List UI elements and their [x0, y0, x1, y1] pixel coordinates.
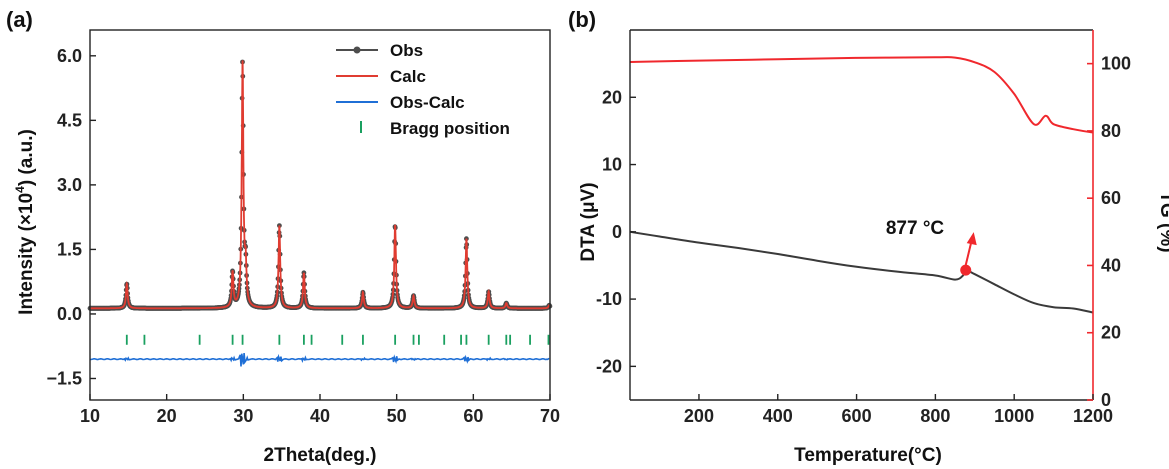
- panel-b-y-right-label: TG (%): [1156, 191, 1169, 252]
- panel-b: (b) 200 400 600 800 1000 1200-20-100102002040…: [568, 7, 1169, 466]
- panel-a-y-tick-label-3: 3.0: [57, 175, 82, 195]
- panel-b-y-left-tick-label-4: 20: [602, 87, 622, 107]
- dta-line: [629, 230, 1094, 314]
- annotation-arrow-head: [966, 232, 977, 246]
- legend-bragg-label: Bragg position: [390, 119, 510, 138]
- panel-b-x-tick-label-3: 800: [920, 406, 950, 426]
- annotation-marker: [960, 264, 972, 276]
- panel-a-x-tick-label-2: 30: [233, 406, 253, 426]
- panel-a-legend: Obs Calc Obs-Calc Bragg position: [336, 41, 510, 138]
- panel-b-x-tick-label-4: 1000: [994, 406, 1034, 426]
- panel-b-label: (b): [568, 7, 596, 32]
- panel-b-y-right-tick-label-0: 0: [1101, 390, 1111, 410]
- panel-b-y-left-tick-label-2: 0: [612, 222, 622, 242]
- panel-b-y-right-tick-label-3: 60: [1101, 188, 1121, 208]
- panel-a-x-axis-label: 2Theta(deg.): [264, 445, 377, 466]
- panel-b-y-left-tick-label-3: 10: [602, 155, 622, 175]
- panel-b-plot-area: 200 400 600 800 1000 1200-20-1001020020406080…: [596, 29, 1131, 426]
- calc-line: [90, 60, 551, 310]
- panel-a-y-tick-label-5: 6.0: [57, 46, 82, 66]
- panel-a-y-tick-label-1: 0.0: [57, 304, 82, 324]
- annotation-label: 877 °C: [886, 218, 945, 239]
- panel-a-x-tick-label-6: 70: [540, 406, 560, 426]
- panel-a-plot-area: 10 20 30 40 50 60 70 −1.5 0.0 1.5 3.0 4.5 6.0: [46, 29, 560, 426]
- legend-obs-marker: [353, 46, 361, 54]
- obs-series: [87, 59, 553, 311]
- panel-a-label: (a): [6, 7, 33, 32]
- panel-b-y-right-tick-label-2: 40: [1101, 255, 1121, 275]
- panel-a-y-label-end: ) (a.u.): [16, 129, 37, 186]
- panel-b-x-tick-label-0: 200: [684, 406, 714, 426]
- panel-b-x-tick-label-5: 1200: [1073, 406, 1113, 426]
- panel-a-frame: [89, 29, 551, 401]
- panel-a-y-tick-label-4: 4.5: [57, 110, 82, 130]
- legend-calc-label: Calc: [390, 67, 426, 86]
- panel-a-y-label-main: Intensity (×10: [16, 193, 37, 315]
- panel-a: (a) 10 20 30 40 50 60 70 −1.5 0.0 1.5 3.0 4.5 6.0 2T…: [6, 7, 560, 466]
- panel-a-x-tick-label-3: 40: [310, 406, 330, 426]
- panel-b-y-right-tick-label-5: 100: [1101, 54, 1131, 74]
- panel-b-y-right-tick-label-1: 20: [1101, 323, 1121, 343]
- panel-a-y-axis-label: Intensity (×104) (a.u.): [13, 129, 37, 315]
- tg-line: [629, 56, 1094, 134]
- panel-a-x-tick-label-1: 20: [157, 406, 177, 426]
- panel-a-x-tick-label-5: 60: [463, 406, 483, 426]
- panel-b-y-left-label: DTA (μV): [578, 182, 599, 261]
- panel-a-y-tick-label-0: −1.5: [46, 368, 82, 388]
- panel-a-y-label-sup: 4: [13, 186, 27, 193]
- legend-diff-label: Obs-Calc: [390, 93, 465, 112]
- panel-b-y-left-tick-label-0: -20: [596, 356, 622, 376]
- obs-calc-line: [89, 353, 550, 367]
- panel-b-x-tick-label-1: 400: [763, 406, 793, 426]
- panel-b-x-axis-label: Temperature(°C): [794, 445, 942, 466]
- panel-a-y-tick-label-2: 1.5: [57, 239, 82, 259]
- panel-b-y-right-tick-label-4: 80: [1101, 121, 1121, 141]
- panel-b-x-tick-label-2: 600: [842, 406, 872, 426]
- legend-obs-label: Obs: [390, 41, 423, 60]
- annotation-arrow-shaft: [964, 239, 973, 266]
- panel-b-y-left-tick-label-1: -10: [596, 289, 622, 309]
- panel-a-x-tick-label-4: 50: [387, 406, 407, 426]
- panel-a-x-tick-label-0: 10: [80, 406, 100, 426]
